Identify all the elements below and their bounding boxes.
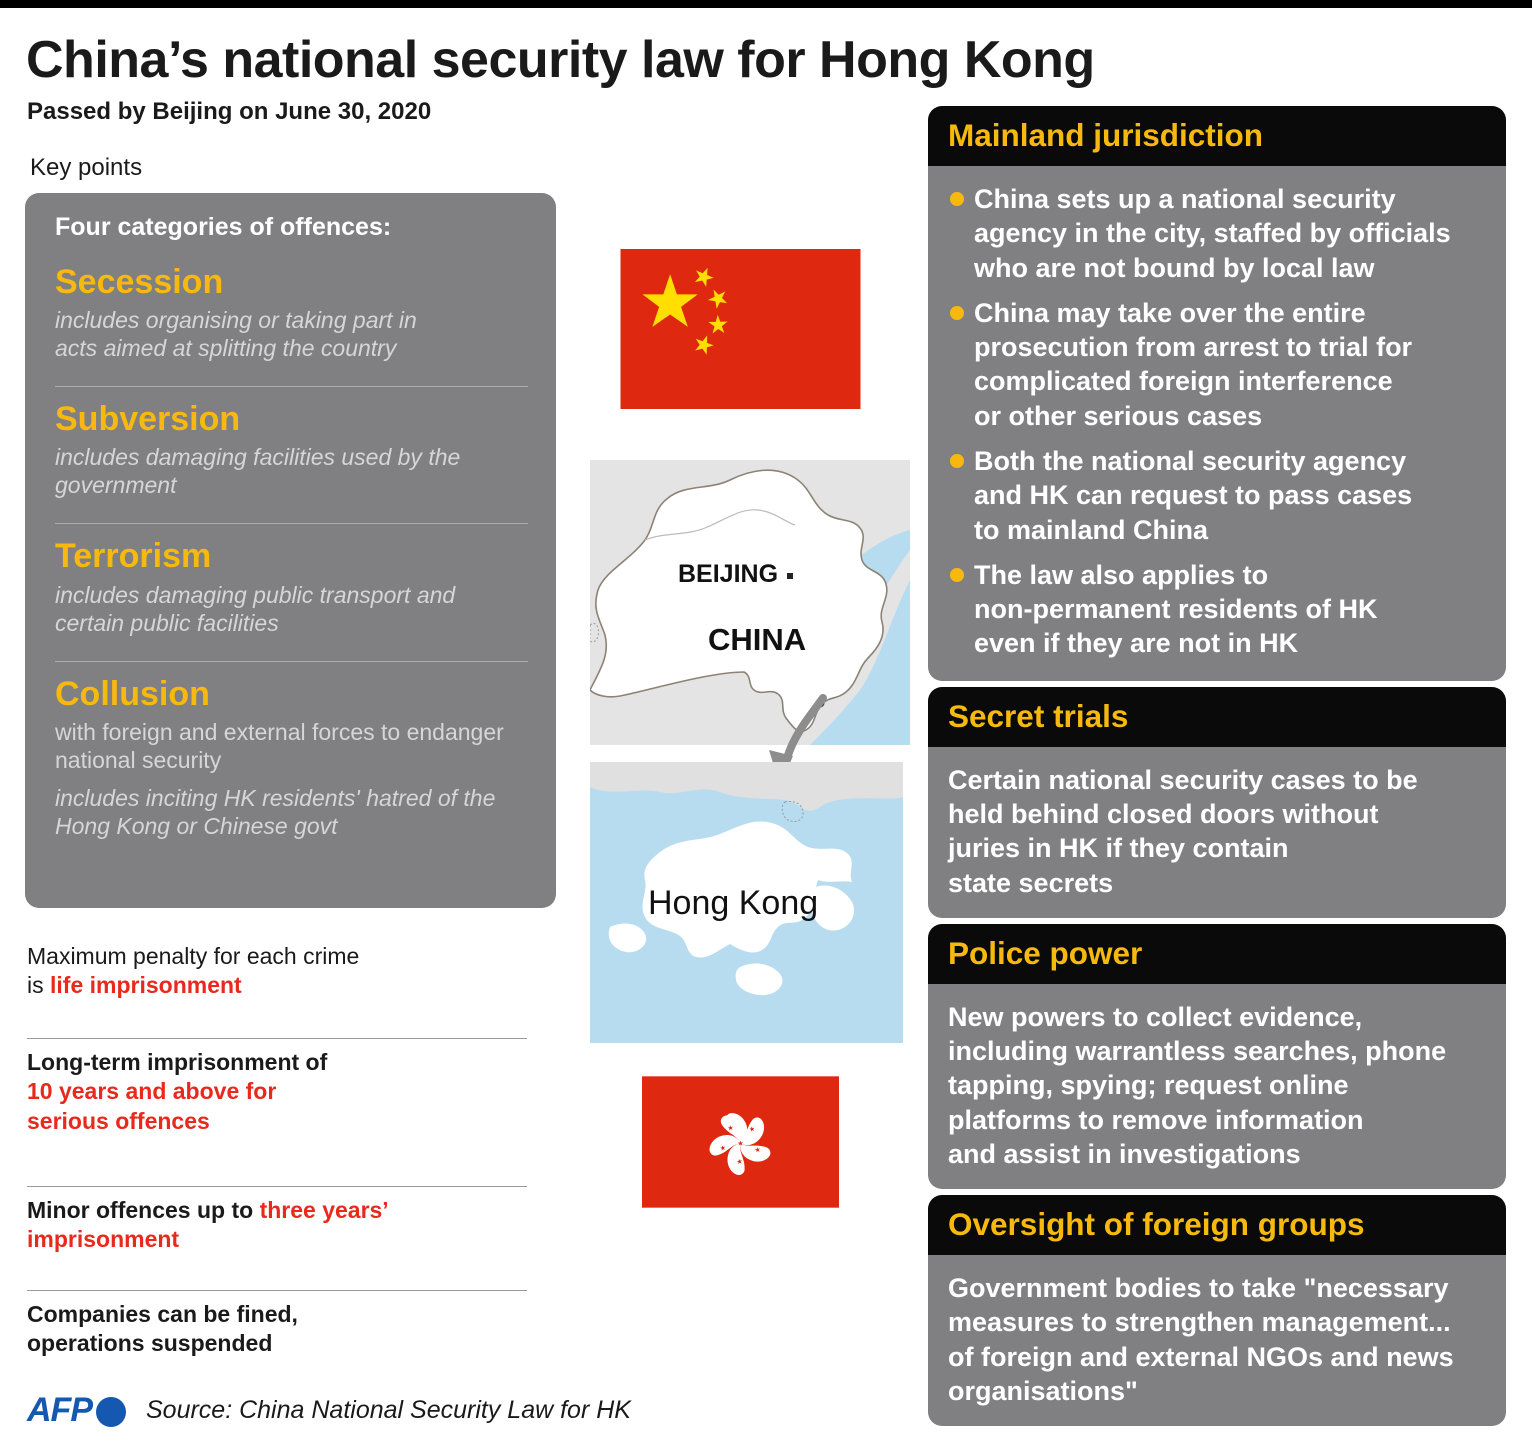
svg-text:BEIJING: BEIJING — [678, 560, 778, 588]
svg-text:CHINA: CHINA — [708, 622, 806, 657]
svg-text:Hong Kong: Hong Kong — [648, 884, 818, 922]
